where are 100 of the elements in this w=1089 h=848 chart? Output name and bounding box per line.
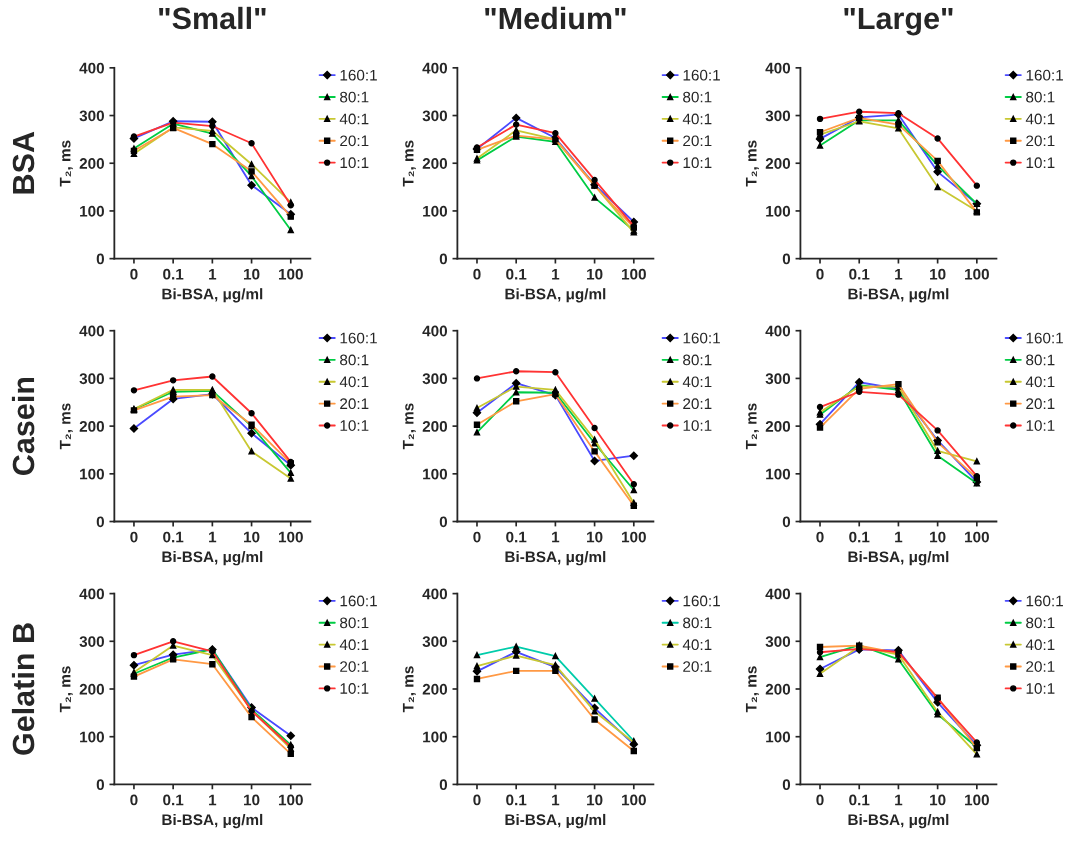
legend-label: 160:1 (1026, 69, 1063, 81)
y-tick-label: 100 (80, 731, 104, 743)
x-tick-label: 0.1 (163, 794, 184, 806)
legend-label: 160:1 (340, 595, 377, 607)
y-tick-label: 300 (765, 110, 791, 122)
legend-label: 80:1 (683, 617, 712, 629)
y-tick-label: 100 (80, 468, 104, 480)
y-tick-label: 0 (439, 779, 448, 791)
chart-title: "Medium" (485, 6, 626, 30)
y-axis-title: T₂, ms (745, 140, 759, 187)
y-tick-label: 200 (79, 420, 104, 432)
y-tick-label: 100 (766, 468, 791, 480)
x-axis-title: Bi-BSA, μg/ml (505, 813, 606, 829)
y-tick-label: 100 (423, 468, 448, 480)
y-tick-label: 200 (79, 683, 104, 695)
y-tick-label: 0 (96, 779, 104, 791)
legend-label: 80:1 (1026, 91, 1055, 103)
legend-label: 80:1 (340, 617, 369, 629)
x-tick-label: 10 (587, 794, 603, 806)
x-tick-label: 10 (587, 531, 603, 543)
x-tick-label: 0.1 (163, 268, 184, 280)
x-axis-title: Bi-BSA, μg/ml (848, 288, 949, 303)
legend-label: 20:1 (1026, 135, 1055, 147)
legend-label: 40:1 (1025, 639, 1055, 651)
y-axis-title: T₂, ms (402, 403, 416, 450)
x-tick-label: 1 (209, 531, 217, 543)
y-tick-label: 100 (766, 205, 791, 217)
y-tick-label: 400 (765, 588, 791, 600)
legend-label: 20:1 (340, 661, 369, 672)
x-tick-label: 10 (930, 794, 946, 806)
legend-label: 40:1 (682, 113, 712, 125)
legend-label: 20:1 (340, 398, 369, 410)
y-tick-label: 200 (422, 420, 448, 432)
y-tick-label: 200 (765, 683, 791, 695)
legend-label: 20:1 (340, 135, 369, 147)
y-tick-label: 300 (79, 110, 104, 122)
y-tick-label: 400 (79, 62, 104, 74)
legend-label: 160:1 (683, 595, 720, 607)
x-axis-title: Bi-BSA, μg/ml (162, 288, 263, 303)
y-tick-label: 300 (79, 373, 104, 385)
x-tick-label: 0.1 (849, 531, 870, 543)
x-tick-label: 10 (244, 268, 260, 280)
x-tick-label: 100 (965, 268, 989, 280)
y-axis-title: T₂, ms (59, 140, 73, 187)
x-tick-label: 0 (130, 268, 138, 280)
y-tick-label: 400 (765, 325, 791, 337)
y-tick-label: 200 (765, 158, 791, 169)
legend-label: 10:1 (340, 683, 369, 694)
x-tick-label: 0 (473, 268, 481, 280)
legend-label: 10:1 (1026, 683, 1055, 694)
legend-label: 160:1 (1026, 595, 1063, 607)
legend-label: 160:1 (683, 332, 720, 344)
y-tick-label: 300 (422, 373, 448, 385)
y-tick-label: 400 (79, 325, 104, 337)
text: Casein (11, 377, 35, 475)
legend-label: 40:1 (1025, 376, 1055, 388)
y-tick-label: 300 (422, 636, 448, 648)
x-tick-label: 1 (552, 268, 560, 280)
x-tick-label: 100 (965, 531, 989, 543)
legend-label: 80:1 (683, 91, 712, 103)
legend-label: 160:1 (683, 69, 720, 81)
x-tick-label: 100 (278, 531, 303, 543)
y-tick-label: 0 (782, 253, 791, 265)
legend-label: 10:1 (1026, 157, 1055, 169)
y-tick-label: 100 (766, 731, 791, 743)
x-tick-label: 1 (209, 268, 217, 280)
legend-label: 40:1 (682, 639, 712, 651)
x-tick-label: 0 (473, 531, 481, 543)
legend-label: 20:1 (1026, 661, 1055, 672)
y-tick-label: 0 (96, 253, 104, 265)
legend-label: 40:1 (1025, 113, 1055, 125)
y-tick-label: 100 (423, 731, 448, 743)
x-tick-label: 0.1 (506, 794, 527, 806)
x-tick-label: 10 (930, 268, 946, 280)
x-tick-label: 10 (244, 531, 260, 543)
x-tick-label: 0.1 (506, 531, 527, 543)
legend-label: 10:1 (683, 420, 712, 431)
legend-label: 40:1 (682, 376, 712, 388)
x-axis-title: Bi-BSA, μg/ml (848, 813, 949, 829)
x-tick-label: 0 (130, 531, 138, 543)
x-tick-label: 100 (622, 531, 646, 543)
legend-label: 40:1 (339, 639, 369, 651)
x-tick-label: 0.1 (849, 794, 870, 806)
y-tick-label: 400 (765, 62, 791, 74)
y-tick-label: 0 (439, 516, 448, 528)
y-tick-label: 300 (765, 636, 791, 648)
x-tick-label: 100 (965, 794, 989, 806)
x-tick-label: 0.1 (506, 268, 527, 280)
legend-label: 20:1 (1026, 398, 1055, 410)
x-tick-label: 0 (473, 794, 481, 806)
legend-label: 80:1 (1026, 617, 1055, 629)
y-tick-label: 400 (79, 588, 104, 600)
y-tick-label: 300 (765, 373, 791, 385)
y-tick-label: 0 (96, 516, 104, 528)
y-tick-label: 400 (422, 325, 448, 337)
y-tick-label: 400 (422, 62, 448, 74)
x-axis-title: Bi-BSA, μg/ml (162, 551, 263, 566)
y-axis-title: T₂, ms (402, 140, 416, 187)
legend-label: 10:1 (340, 157, 369, 169)
x-tick-label: 1 (895, 794, 903, 806)
